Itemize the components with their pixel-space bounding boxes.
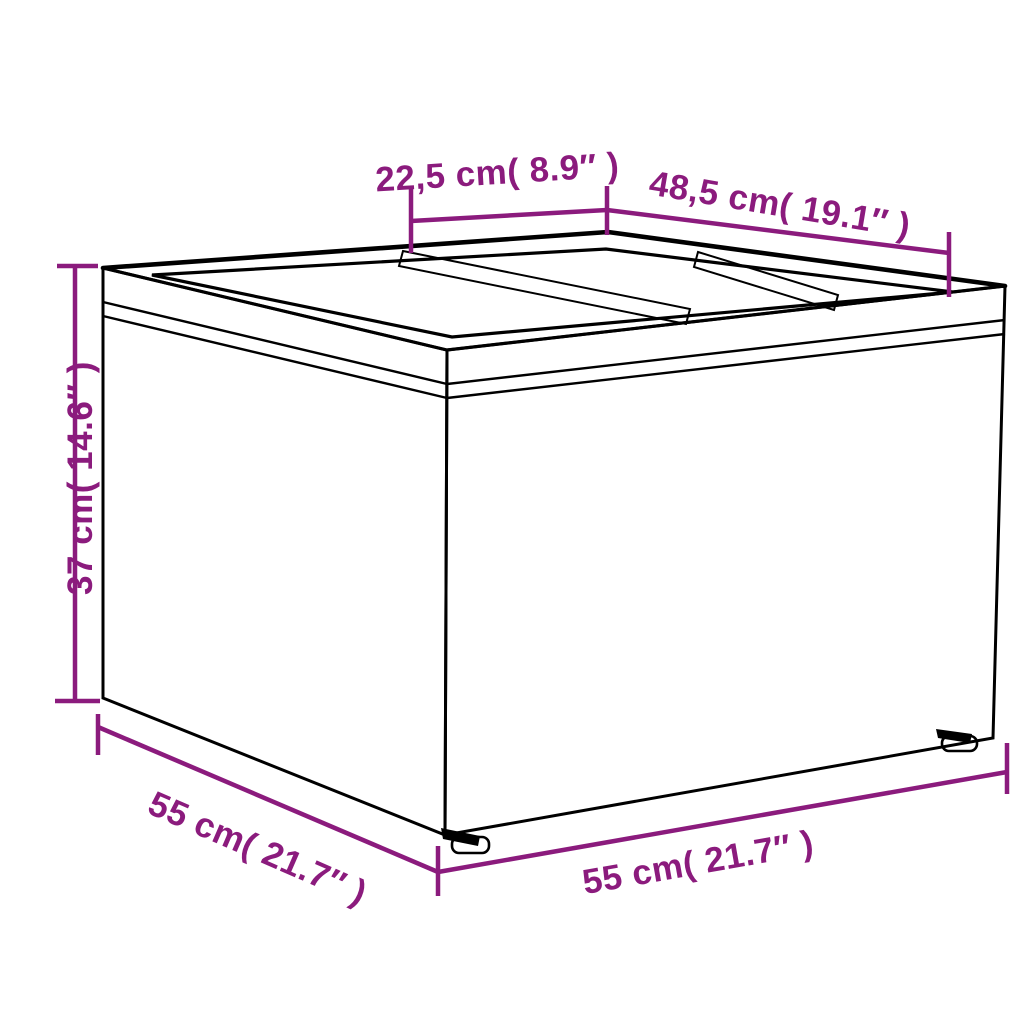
table-right-face [443, 284, 1007, 837]
dimension-height: 37 cm( 14.6″ ) [55, 263, 100, 704]
dimension-label-height: 37 cm( 14.6″ ) [61, 361, 100, 595]
dimension-label-depth: 55 cm( 21.7″ ) [143, 784, 373, 913]
dimension-lines [55, 263, 100, 704]
dimension-label-width: 55 cm( 21.7″ ) [579, 823, 816, 902]
dimension-lines [437, 743, 1010, 875]
table-illustration [100, 229, 1008, 855]
glass-divider-right [692, 250, 840, 312]
dimension-label-top-small: 22,5 cm( 8.9″ ) [374, 146, 620, 200]
dimension-lines [606, 207, 952, 297]
glass-divider-left [397, 249, 692, 326]
back-edge-ropes [100, 229, 1008, 289]
dimension-top-small-width: 22,5 cm( 8.9″ ) [374, 146, 620, 253]
right-foot [936, 729, 979, 753]
top-rim [102, 230, 1006, 352]
dimension-depth: 55 cm( 21.7″ ) [95, 714, 441, 913]
front-foot [441, 828, 491, 855]
rim-seam-lines [102, 300, 1006, 400]
